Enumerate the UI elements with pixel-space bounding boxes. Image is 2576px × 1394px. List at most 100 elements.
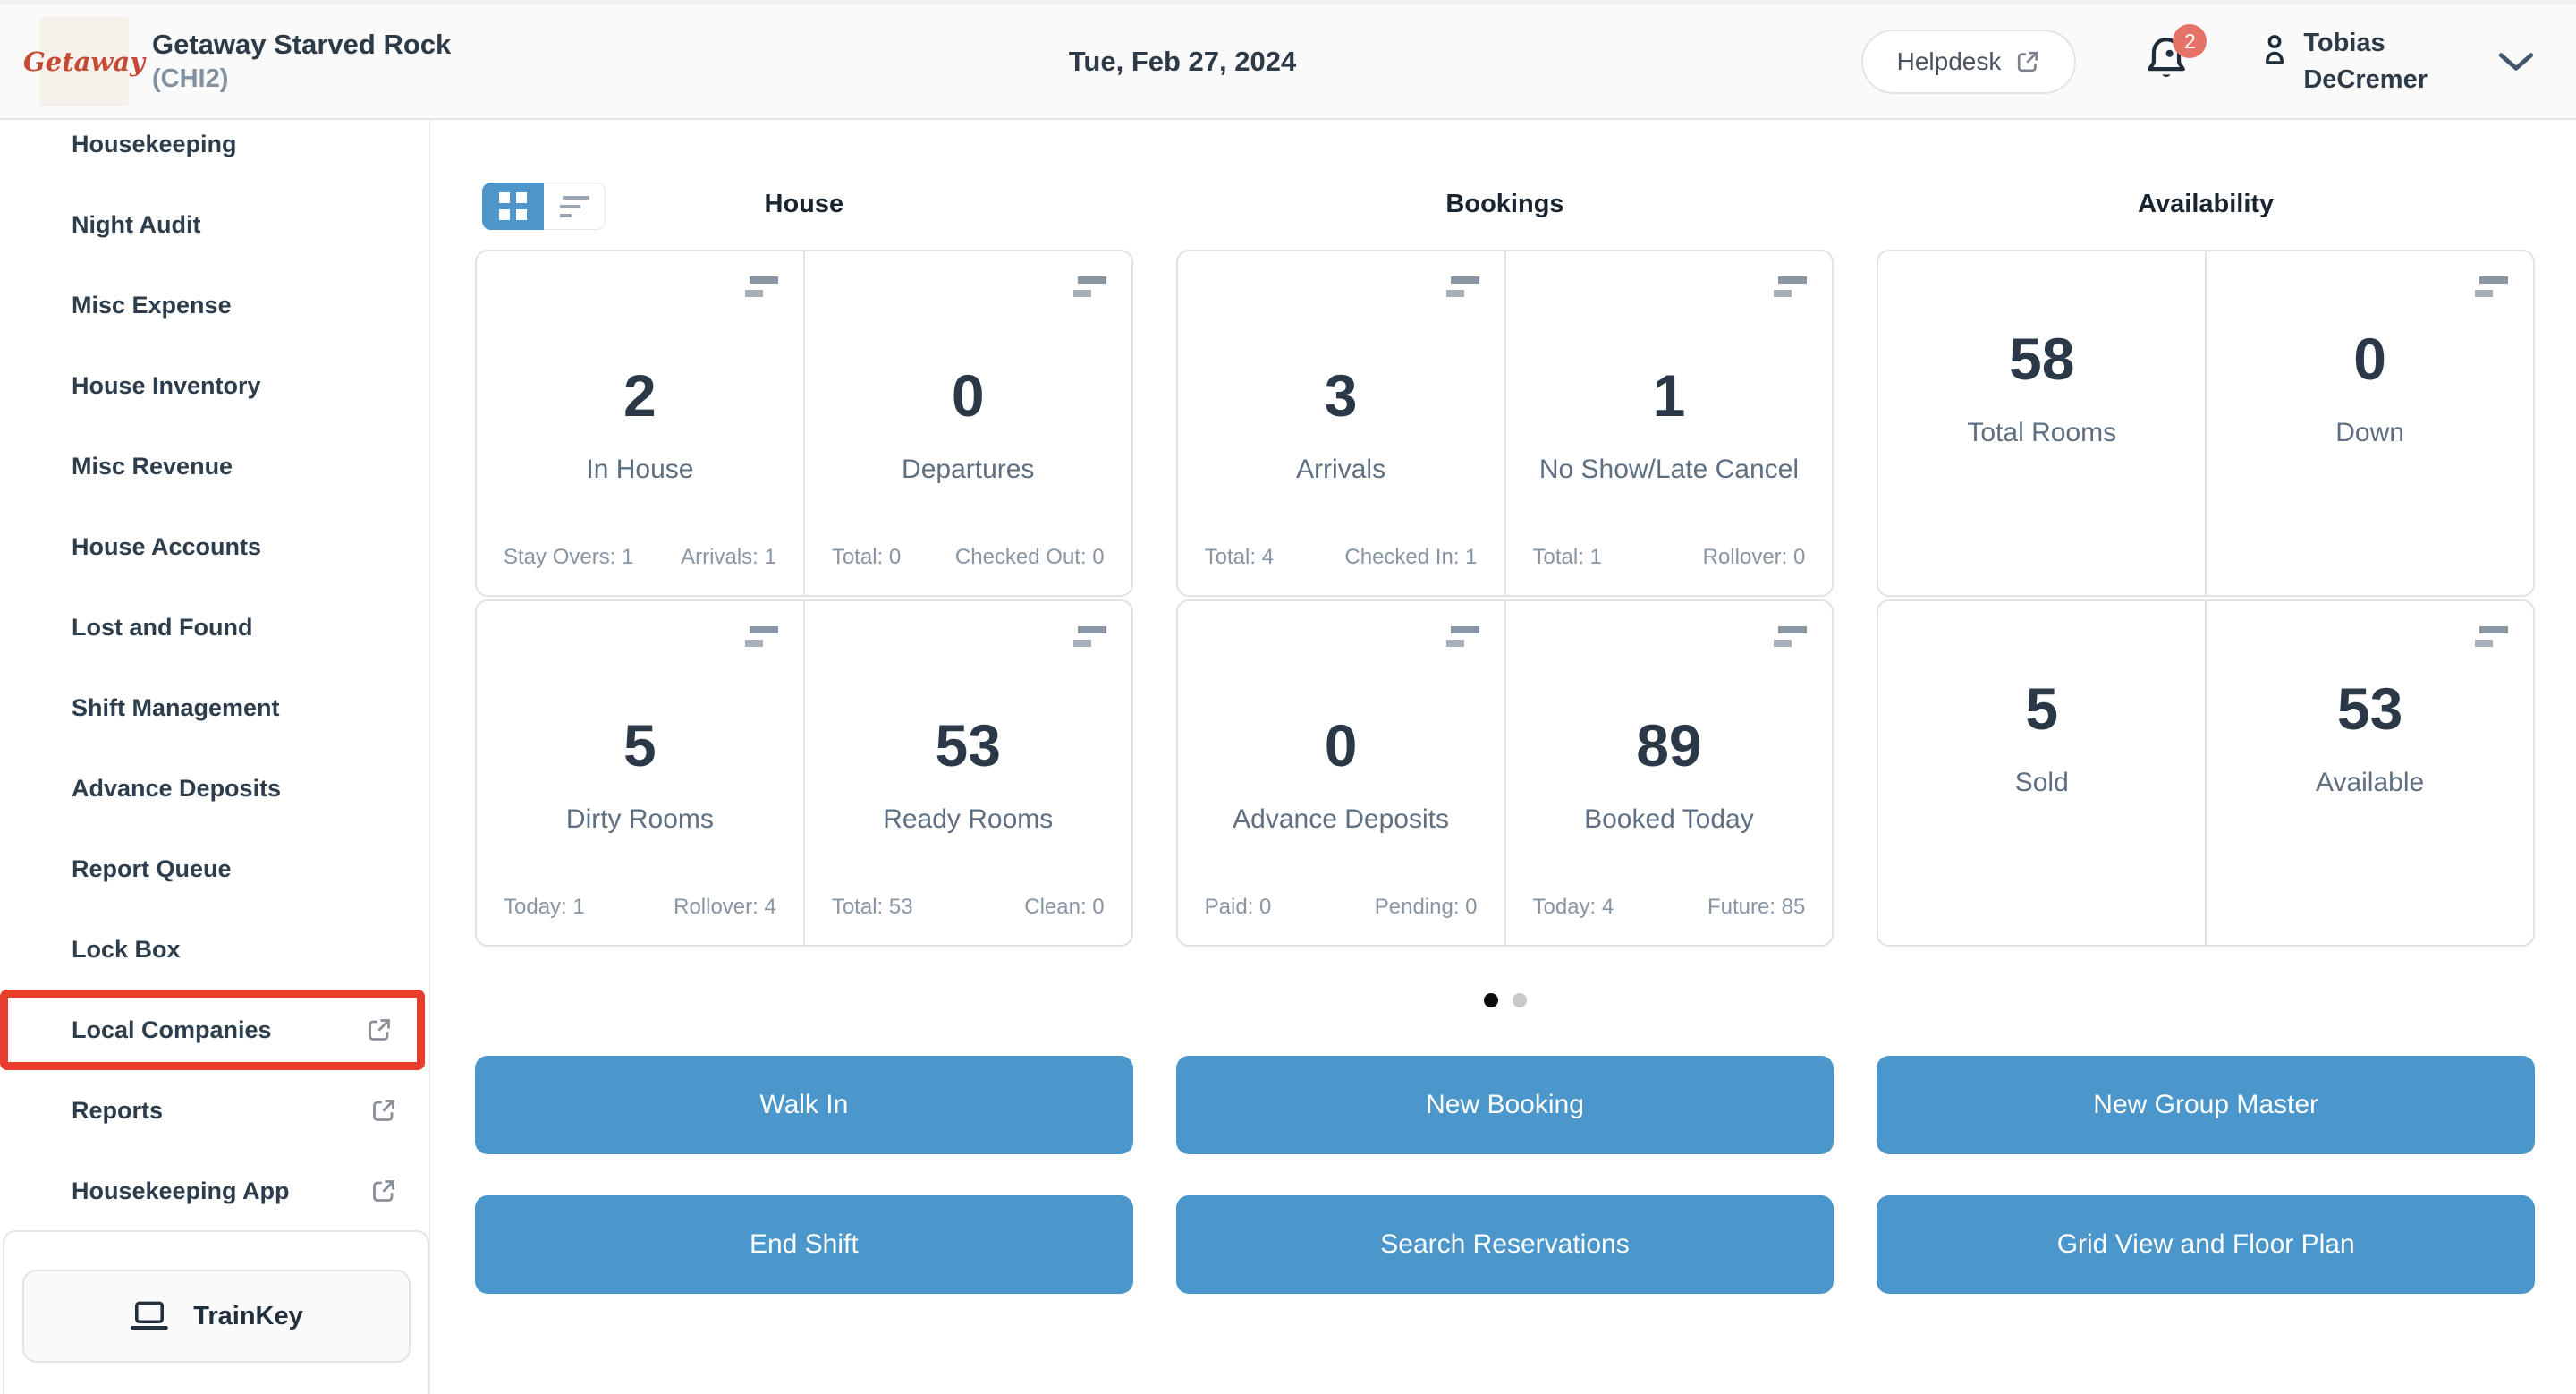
stat-sub-left: Total: 53 <box>831 895 913 919</box>
stat-sub-left: Total: 1 <box>1532 545 1602 569</box>
new-group-master-button[interactable]: New Group Master <box>1877 1056 2535 1154</box>
stats-bars-icon[interactable] <box>1072 276 1106 297</box>
stat-value: 89 <box>1636 712 1702 778</box>
sidebar-item-label: Reports <box>72 1096 164 1124</box>
stat-sub-left: Total: 4 <box>1204 545 1275 569</box>
stats-bars-icon[interactable] <box>1445 626 1479 647</box>
availability-row-1: 58 Total Rooms 0 Down <box>1877 250 2535 597</box>
stat-cell-booked-today[interactable]: 89 Booked Today Today: 4 Future: 85 <box>1504 601 1833 945</box>
sidebar-item-night-audit[interactable]: Night Audit <box>0 184 429 265</box>
sidebar-item-label: Lock Box <box>72 935 181 963</box>
stat-cell-ready-rooms[interactable]: 53 Ready Rooms Total: 53 Clean: 0 <box>802 601 1131 945</box>
window-top-edge <box>0 0 2576 4</box>
stat-value: 53 <box>935 712 1001 778</box>
trainkey-panel: TrainKey <box>3 1230 429 1394</box>
notifications-button[interactable]: 2 <box>2142 24 2207 89</box>
stats-bars-icon[interactable] <box>744 276 778 297</box>
stat-cell-available[interactable]: 53 Available <box>2205 601 2533 945</box>
trainkey-label: TrainKey <box>193 1301 303 1330</box>
stat-sub-right: Rollover: 0 <box>1702 545 1806 569</box>
stat-cell-departures[interactable]: 0 Departures Total: 0 Checked Out: 0 <box>802 251 1131 595</box>
sidebar-item-misc-expense[interactable]: Misc Expense <box>0 265 429 345</box>
house-column: 2 In House Stay Overs: 1 Arrivals: 1 0 D… <box>475 250 1133 947</box>
stat-cell-dirty-rooms[interactable]: 5 Dirty Rooms Today: 1 Rollover: 4 <box>477 601 803 945</box>
trainkey-button[interactable]: TrainKey <box>21 1270 411 1363</box>
stat-label: Sold <box>2014 768 2069 797</box>
sidebar-item-shift-management[interactable]: Shift Management <box>0 667 429 748</box>
external-link-icon <box>2018 51 2038 72</box>
sidebar-item-advance-deposits[interactable]: Advance Deposits <box>0 748 429 829</box>
stat-cell-total-rooms[interactable]: 58 Total Rooms <box>1878 251 2205 595</box>
sidebar-item-lock-box[interactable]: Lock Box <box>0 909 429 990</box>
stat-sub-left: Today: 1 <box>504 895 585 919</box>
stats-bars-icon[interactable] <box>2475 276 2509 297</box>
stat-cell-no-show-late-cancel[interactable]: 1 No Show/Late Cancel Total: 1 Rollover:… <box>1504 251 1833 595</box>
stat-sub-right: Arrivals: 1 <box>681 545 776 569</box>
sidebar-item-house-inventory[interactable]: House Inventory <box>0 345 429 426</box>
grid-view-icon <box>499 192 527 220</box>
property-heading: Getaway Starved Rock (CHI2) <box>152 27 451 96</box>
sidebar-item-lost-and-found[interactable]: Lost and Found <box>0 587 429 667</box>
search-reservations-button[interactable]: Search Reservations <box>1175 1195 1835 1294</box>
stat-sub-left: Paid: 0 <box>1204 895 1272 919</box>
stat-value: 3 <box>1324 362 1358 429</box>
stat-value: 0 <box>1324 712 1358 778</box>
stat-label: In House <box>586 455 694 484</box>
stats-bars-icon[interactable] <box>1445 276 1479 297</box>
list-view-icon <box>559 191 589 223</box>
user-last-name: DeCremer <box>2303 64 2428 94</box>
stats-bars-icon[interactable] <box>1774 626 1808 647</box>
walk-in-button[interactable]: Walk In <box>475 1056 1133 1154</box>
user-icon <box>2266 35 2284 65</box>
sidebar-item-label: Advance Deposits <box>72 774 282 802</box>
sidebar-item-reports[interactable]: Reports <box>0 1070 429 1151</box>
sidebar-item-house-accounts[interactable]: House Accounts <box>0 506 429 587</box>
new-booking-button[interactable]: New Booking <box>1175 1056 1835 1154</box>
stat-sub-right: Checked Out: 0 <box>954 545 1105 569</box>
stat-cell-arrivals[interactable]: 3 Arrivals Total: 4 Checked In: 1 <box>1178 251 1504 595</box>
sidebar-item-label: Report Queue <box>72 854 232 882</box>
pagination-dot-2[interactable] <box>1512 993 1527 1007</box>
stat-label: Down <box>2335 418 2404 447</box>
stats-bars-icon[interactable] <box>1072 626 1106 647</box>
sidebar-item-misc-revenue[interactable]: Misc Revenue <box>0 426 429 506</box>
bookings-column: 3 Arrivals Total: 4 Checked In: 1 1 No S… <box>1175 250 1835 947</box>
grid-view-button[interactable] <box>482 183 544 230</box>
quick-actions: Walk In New Booking New Group Master End… <box>475 1056 2535 1294</box>
sidebar-item-label: Shift Management <box>72 693 280 721</box>
stats-bars-icon[interactable] <box>744 626 778 647</box>
sidebar-item-local-companies[interactable]: Local Companies <box>0 990 425 1070</box>
brand-logo[interactable]: Getaway <box>23 16 145 106</box>
stat-value: 0 <box>951 362 985 429</box>
sidebar-item-housekeeping[interactable]: Housekeeping <box>0 104 429 184</box>
user-menu[interactable]: Tobias DeCremer <box>2260 25 2428 97</box>
stat-value: 1 <box>1652 362 1686 429</box>
section-title-house: House <box>764 190 844 218</box>
sidebar-nav: Housekeeping Night Audit Misc Expense Ho… <box>0 104 429 1231</box>
view-toggle <box>482 183 606 230</box>
pagination-dot-1[interactable] <box>1483 993 1498 1007</box>
sidebar-item-report-queue[interactable]: Report Queue <box>0 829 429 909</box>
stats-bars-icon[interactable] <box>2475 626 2509 647</box>
stat-cell-down[interactable]: 0 Down <box>2205 251 2533 595</box>
header-actions: Helpdesk 2 Tobias DeCremer <box>1860 24 2535 97</box>
section-title-bookings: Bookings <box>1445 190 1564 218</box>
stat-cell-in-house[interactable]: 2 In House Stay Overs: 1 Arrivals: 1 <box>477 251 803 595</box>
sidebar-item-label: House Inventory <box>72 371 261 399</box>
helpdesk-button[interactable]: Helpdesk <box>1860 29 2077 94</box>
property-name: Getaway Starved Rock <box>152 29 452 61</box>
stat-cell-sold[interactable]: 5 Sold <box>1878 601 2205 945</box>
bookings-row-1: 3 Arrivals Total: 4 Checked In: 1 1 No S… <box>1175 250 1835 597</box>
stat-cell-advance-deposits[interactable]: 0 Advance Deposits Paid: 0 Pending: 0 <box>1178 601 1504 945</box>
external-link-icon <box>369 1019 390 1041</box>
stats-bars-icon[interactable] <box>1774 276 1808 297</box>
end-shift-button[interactable]: End Shift <box>475 1195 1133 1294</box>
user-first-name: Tobias <box>2303 29 2385 58</box>
grid-view-floor-plan-button[interactable]: Grid View and Floor Plan <box>1877 1195 2535 1294</box>
sidebar-item-housekeeping-app[interactable]: Housekeeping App <box>0 1151 429 1231</box>
list-view-button[interactable] <box>544 183 606 230</box>
stat-sub-right: Rollover: 4 <box>674 895 776 919</box>
chevron-down-icon[interactable] <box>2497 51 2535 72</box>
brand-logo-text: Getaway <box>23 46 146 77</box>
stat-value: 0 <box>2353 326 2386 392</box>
